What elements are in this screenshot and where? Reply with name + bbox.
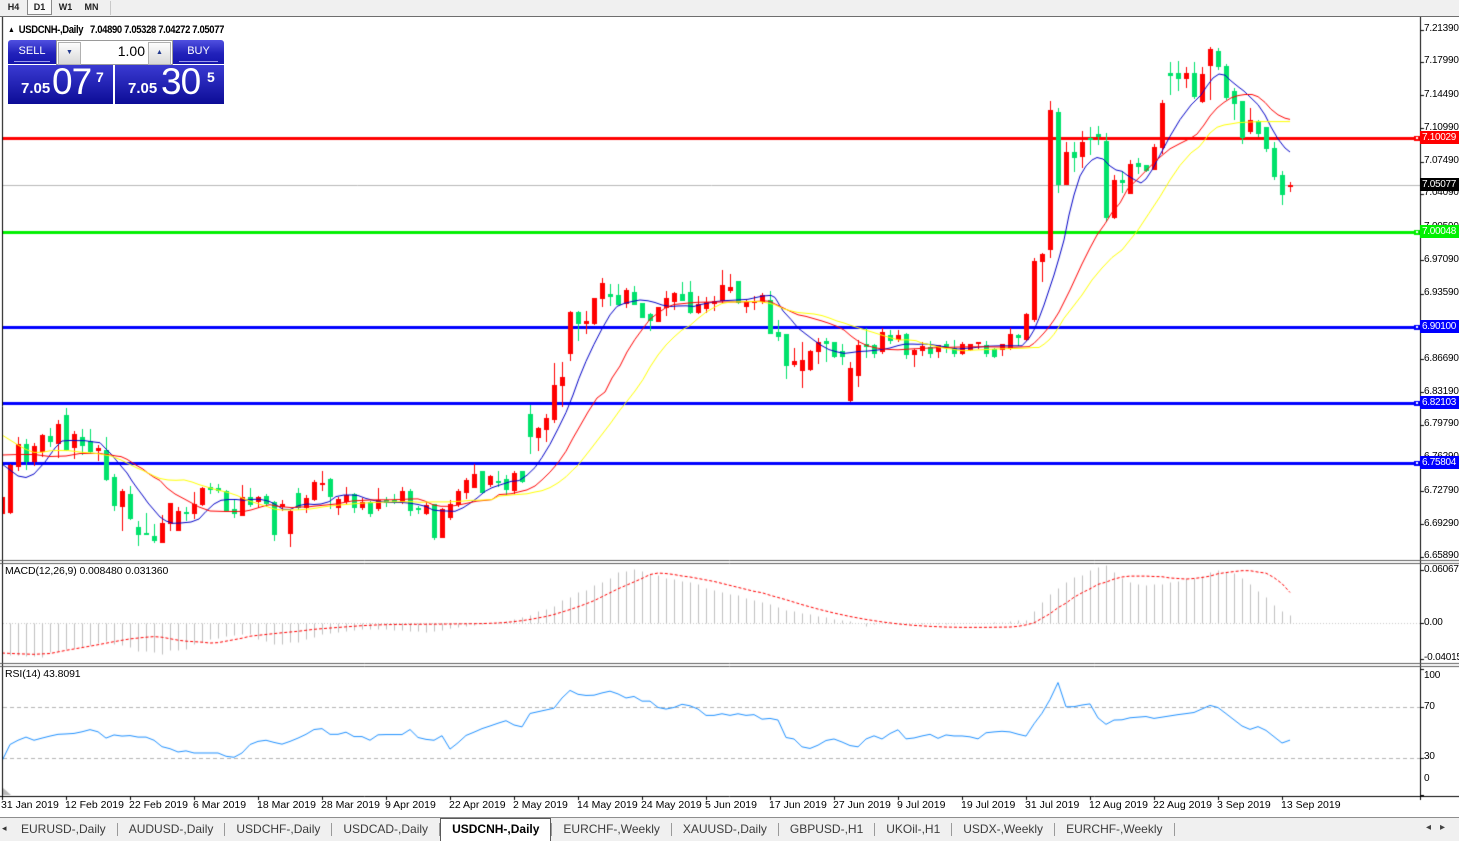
rsi-indicator-label: RSI(14) 43.8091 [5,668,81,680]
chart-tab-usdcad-daily[interactable]: USDCAD-,Daily [343,822,429,836]
price-tick-label: 6.86690 [1424,352,1459,364]
price-badge: 7.05077 [1420,177,1459,191]
chart-tab-gbpusd-h1[interactable]: GBPUSD-,H1 [789,822,864,836]
tab-divider [1173,823,1175,836]
price-badge: 6.82103 [1420,395,1459,409]
price-tick-label: 6.72790 [1424,484,1459,496]
price-badge: 7.10029 [1420,130,1459,144]
price-badge: 6.90100 [1420,319,1459,333]
volume-increase-button[interactable]: ▲ [148,42,171,65]
tab-divider [551,823,553,836]
toolbar-separator [110,1,111,15]
date-tick-label: 6 Mar 2019 [193,799,247,811]
tab-divider [224,823,226,836]
price-tick-label: 7.04090 [1424,187,1459,199]
chart-tab-ukoil-h1[interactable]: UKOil-,H1 [886,822,941,836]
date-tick-label: 22 Feb 2019 [129,799,188,811]
chart-tab-xauusd-daily[interactable]: XAUUSD-,Daily [682,822,767,836]
rsi-scale-label: 100 [1424,669,1441,681]
timeframe-button-w1[interactable]: W1 [58,2,73,12]
date-tick-label: 17 Jun 2019 [769,799,827,811]
rsi-scale-label: 30 [1424,751,1435,762]
date-tick-label: 28 Mar 2019 [321,799,380,811]
tab-scroll-arrows: ◂ ▸ [1417,822,1445,833]
timeframe-button-d1[interactable]: D1 [27,0,52,15]
tab-scroll-right-arrow-icon[interactable]: ▸ [1439,822,1445,833]
timeframe-button-h4[interactable]: H4 [7,2,20,12]
chart-tab-eurusd-daily[interactable]: EURUSD-,Daily [21,822,106,836]
chart-title: ▲ USDCNH-,Daily 7.04890 7.05328 7.04272 7.… [8,24,224,36]
price-tick-label: 7.21390 [1424,23,1459,35]
tab-divider [439,823,441,836]
chart-tabs: EURUSD-,Daily AUDUSD-,Daily USDCHF-,Daily U… [10,818,1175,841]
price-tick-label: 6.69290 [1424,517,1459,529]
buy-button[interactable]: BUY [173,40,224,64]
date-tick-label: 12 Feb 2019 [65,799,124,811]
price-tick-label: 7.17990 [1424,55,1459,67]
timeframe-button-mn[interactable]: MN [84,2,99,12]
chart-tab-usdcnh-daily[interactable]: USDCNH-,Daily [440,818,552,841]
price-tick-label: 7.14490 [1424,88,1459,100]
rsi-scale-label: 0 [1424,772,1430,784]
date-tick-label: 9 Jul 2019 [897,799,946,811]
date-tick-label: 31 Jan 2019 [1,799,59,811]
price-tick-label: 7.07490 [1424,155,1459,167]
chart-ohlc-values: 7.04890 7.05328 7.04272 7.05077 [90,24,225,36]
volume-decrease-button[interactable]: ▼ [58,42,81,65]
date-tick-label: 31 Jul 2019 [1025,799,1080,811]
tab-divider [670,823,672,836]
price-tick-label: 6.93590 [1424,287,1459,299]
date-tick-label: 12 Aug 2019 [1089,799,1148,811]
sell-price-display[interactable]: 7.05 07 7 [8,61,113,104]
timeframe-toolbar: H4 D1 W1 MN [0,0,1459,17]
chart-tab-audusd-daily[interactable]: AUDUSD-,Daily [128,822,214,836]
price-tick-label: 6.97090 [1424,253,1459,265]
date-tick-label: 9 Apr 2019 [385,799,436,811]
chart-window: ▲ USDCNH-,Daily 7.04890 7.05328 7.04272 7.… [0,17,1459,816]
price-tick-label: 7.10990 [1424,121,1459,133]
tab-divider [777,823,779,836]
chart-tab-eurchf-weekly[interactable]: EURCHF-,Weekly [1066,822,1163,836]
tab-scroll-left-arrow-icon[interactable]: ◂ [1425,822,1431,833]
date-tick-label: 14 May 2019 [577,799,638,811]
tab-scroll-left-icon[interactable]: ◂ [2,823,7,833]
rsi-scale-label: 70 [1424,700,1435,712]
date-tick-label: 5 Jun 2019 [705,799,757,811]
tab-divider [951,823,953,836]
volume-spinner: ▼ 1.00 ▲ [56,40,173,65]
date-tick-label: 2 May 2019 [513,799,568,811]
collapse-triangle-icon[interactable]: ▲ [8,25,15,34]
date-tick-label: 3 Sep 2019 [1217,799,1271,811]
sell-button[interactable]: SELL [8,40,56,64]
volume-input[interactable]: 1.00 [117,43,145,59]
macd-scale-label: -0.040152 [1424,652,1459,663]
date-tick-label: 19 Jul 2019 [961,799,1016,811]
macd-indicator-label: MACD(12,26,9) 0.008480 0.031360 [5,565,169,577]
tab-divider [1054,823,1056,836]
chart-tab-eurchf-weekly[interactable]: EURCHF-,Weekly [563,822,660,836]
tab-divider [331,823,333,836]
buy-price-display[interactable]: 7.05 30 5 [115,61,224,104]
date-tick-label: 22 Apr 2019 [449,799,506,811]
price-tick-label: 6.65890 [1424,550,1459,562]
chart-tab-usdchf-daily[interactable]: USDCHF-,Daily [236,822,321,836]
macd-scale-label: 0.00 [1424,616,1443,628]
chart-tab-bar: ◂ EURUSD-,Daily AUDUSD-,Daily USDCHF-,Dail… [0,817,1459,841]
date-tick-label: 24 May 2019 [641,799,702,811]
chart-symbol-period: USDCNH-,Daily [18,24,84,36]
price-tick-label: 6.83190 [1424,385,1459,397]
tab-divider [874,823,876,836]
price-tick-label: 6.79790 [1424,418,1459,430]
chart-canvas[interactable] [0,17,1459,816]
date-tick-label: 13 Sep 2019 [1281,799,1341,811]
date-tick-label: 22 Aug 2019 [1153,799,1212,811]
tab-divider [116,823,118,836]
date-tick-label: 27 Jun 2019 [833,799,891,811]
macd-scale-label: 0.060674 [1424,563,1459,575]
chart-tab-usdx-weekly[interactable]: USDX-,Weekly [963,822,1044,836]
price-badge: 6.75804 [1420,455,1459,469]
date-tick-label: 18 Mar 2019 [257,799,316,811]
price-badge: 7.00048 [1420,225,1459,239]
one-click-trading-panel: SELL ▼ 1.00 ▲ BUY 7.05 07 7 7.05 30 5 [8,40,224,104]
